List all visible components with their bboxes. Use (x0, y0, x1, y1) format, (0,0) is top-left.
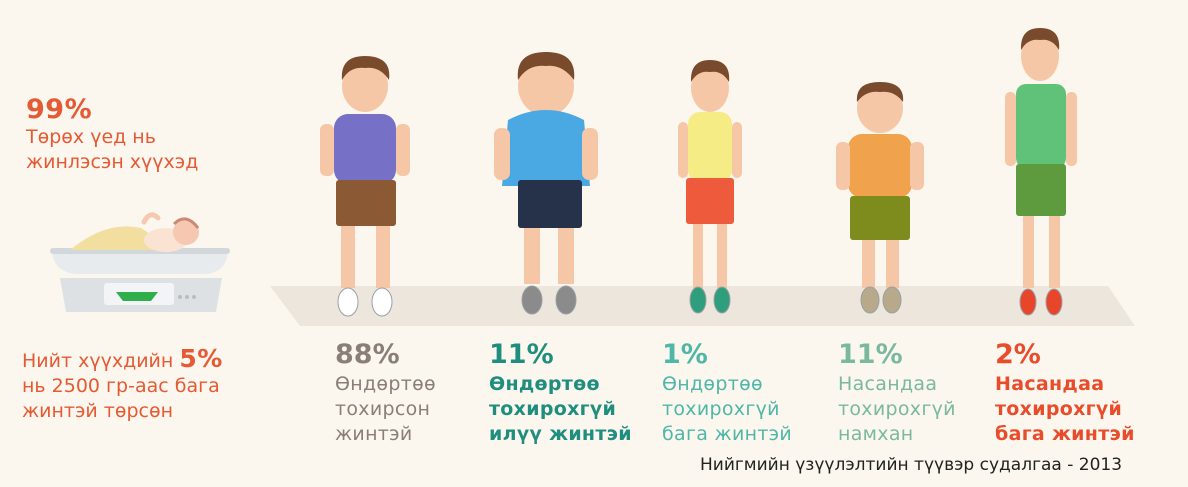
stat-stunted: 11% Насандаа тохирохгүй намхан (838, 338, 998, 447)
low-weight-line-3: жинтэй төрсөн (22, 400, 174, 422)
stat-normal: 88% Өндөртөө тохирсон жинтэй (335, 338, 495, 447)
stat-underweight-line-2: тохирохгүй (662, 398, 780, 420)
stat-wasted-line-1: Насандаа (995, 373, 1105, 395)
stat-stunted-percent: 11% (838, 339, 903, 370)
child-stunted-figure (836, 82, 924, 314)
intro-percent: 99% (26, 94, 93, 125)
intro-caption-line-2: жинлэсэн хүүхэд (26, 151, 199, 173)
low-weight-percent: 5% (179, 344, 223, 373)
stat-normal-line-3: жинтэй (335, 423, 413, 445)
stat-overweight-percent: 11% (489, 339, 554, 370)
stat-wasted-line-2: тохирохгүй (995, 398, 1123, 420)
stat-underweight: 1% Өндөртөө тохирохгүй бага жинтэй (662, 338, 822, 447)
low-weight-line-1: Нийт хүүхдийн 5% (22, 346, 223, 374)
stat-stunted-line-1: Насандаа (838, 373, 938, 395)
stat-normal-line-1: Өндөртөө (335, 373, 436, 395)
intro-caption-line-1: Төрөх үед нь (26, 126, 156, 148)
child-underweight-figure (678, 60, 742, 314)
stat-underweight-line-3: бага жинтэй (662, 423, 793, 445)
low-weight-line-2: нь 2500 гр-аас бага (22, 375, 220, 397)
stat-overweight-line-3: илүү жинтэй (489, 423, 632, 445)
intro-block: 99% Төрөх үед нь жинлэсэн хүүхэд (26, 94, 198, 175)
stat-stunted-line-2: тохирохгүй (838, 398, 956, 420)
source-caption: Нийгмийн үзүүлэлтийн түүвэр судалгаа - 2… (700, 455, 1123, 475)
stat-normal-percent: 88% (335, 339, 400, 370)
child-normal-figure (320, 56, 410, 317)
stat-overweight-line-2: тохирохгүй (489, 398, 617, 420)
low-weight-block: Нийт хүүхдийн 5% нь 2500 гр-аас бага жин… (22, 346, 223, 424)
stat-overweight-line-1: Өндөртөө (489, 373, 600, 395)
stat-stunted-line-3: намхан (838, 423, 914, 445)
stat-underweight-line-1: Өндөртөө (662, 373, 763, 395)
baby-scale-icon (50, 212, 230, 312)
child-overweight-figure (494, 52, 598, 315)
low-weight-line-1-text: Нийт хүүхдийн (22, 350, 174, 372)
child-tall-thin-figure (1005, 28, 1077, 316)
stat-overweight: 11% Өндөртөө тохирохгүй илүү жинтэй (489, 338, 649, 447)
stat-wasted-line-3: бага жинтэй (995, 423, 1135, 445)
stat-normal-line-2: тохирсон (335, 398, 431, 420)
stat-wasted-percent: 2% (995, 339, 1041, 370)
stat-underweight-percent: 1% (662, 339, 708, 370)
stat-wasted: 2% Насандаа тохирохгүй бага жинтэй (995, 338, 1155, 447)
